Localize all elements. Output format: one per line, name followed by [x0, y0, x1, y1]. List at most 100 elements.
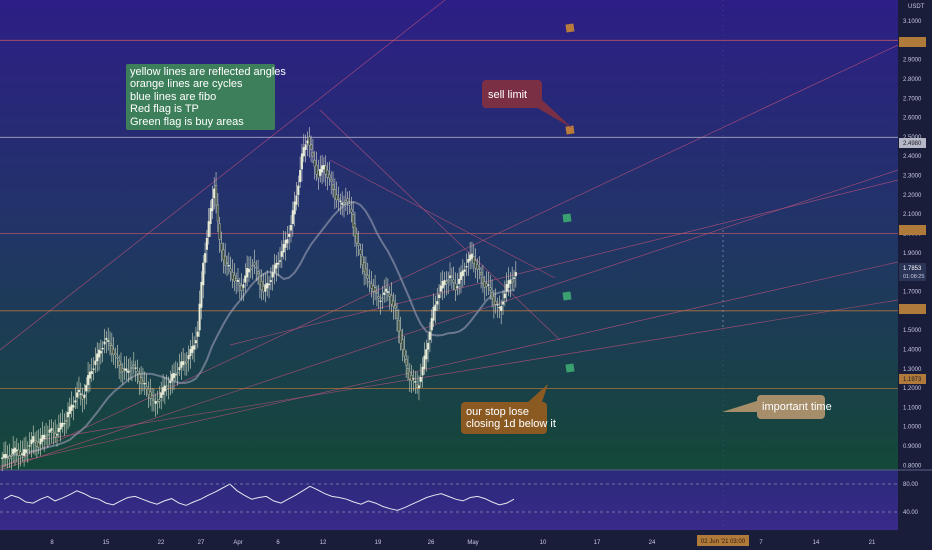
- candle-body: [419, 377, 422, 382]
- candle-body: [366, 275, 369, 279]
- candle-body: [399, 329, 402, 344]
- candle-body: [434, 304, 437, 311]
- candle-body: [361, 255, 364, 265]
- x-tick-label: 10: [540, 540, 547, 546]
- candle-body: [372, 285, 375, 292]
- candle-body: [507, 280, 510, 288]
- flags: [562, 23, 575, 373]
- candle-body: [363, 262, 366, 272]
- candle-body: [331, 184, 335, 190]
- candle-body: [134, 367, 137, 369]
- candle-body: [189, 349, 192, 357]
- candle-body: [492, 296, 495, 306]
- candle-body: [94, 360, 97, 366]
- annotation-stop-loss: our stop lose closing 1d below it: [461, 402, 556, 434]
- candle-body: [392, 300, 395, 307]
- y-tick-label: 2.2000: [903, 193, 922, 199]
- candle-body: [337, 197, 340, 200]
- candle-body: [410, 375, 413, 381]
- candle-body: [246, 268, 249, 278]
- candle-body: [342, 202, 346, 205]
- candle-body: [99, 350, 102, 354]
- candle-body: [344, 200, 347, 203]
- candle-body: [240, 285, 243, 291]
- price-badge: [899, 138, 926, 148]
- candle-body: [480, 272, 483, 276]
- candle-body: [417, 385, 420, 389]
- candle-body: [377, 296, 380, 299]
- candle-body: [273, 264, 276, 273]
- candle-body: [66, 412, 70, 418]
- candle-body: [258, 275, 261, 285]
- candle-body: [222, 249, 225, 260]
- trend-line: [0, 169, 899, 471]
- candle-body: [311, 152, 314, 157]
- candle-body: [205, 237, 208, 250]
- candle-body: [505, 284, 508, 292]
- candle-body: [293, 201, 296, 215]
- candle-body: [198, 303, 201, 331]
- y-tick-label: 2.8000: [903, 77, 922, 83]
- candle-body: [249, 268, 252, 271]
- candle-body: [489, 287, 492, 291]
- candle-body: [107, 340, 110, 342]
- price-badge-label: 1.7853: [903, 266, 922, 272]
- candle-body: [85, 384, 88, 392]
- candle-body: [191, 346, 194, 353]
- y-tick-label: 2.9000: [903, 58, 922, 64]
- flag-marker: [562, 213, 572, 223]
- candle-body: [408, 371, 411, 380]
- candle-body: [500, 306, 503, 311]
- candle-body: [494, 300, 497, 305]
- x-highlight-badge: [697, 535, 749, 546]
- price-badge: [899, 374, 926, 384]
- rsi-background: [0, 470, 898, 530]
- candle-body: [30, 439, 33, 445]
- y-tick-label: 1.0000: [903, 425, 922, 431]
- candle-body: [321, 165, 324, 173]
- candle-body: [364, 268, 367, 275]
- candle-body: [63, 423, 66, 425]
- candle-body: [34, 440, 37, 443]
- candle-body: [280, 251, 283, 257]
- trend-line: [329, 159, 556, 279]
- candle-body: [481, 277, 484, 284]
- candle-body: [83, 394, 86, 398]
- candle-body: [8, 456, 11, 460]
- candle-body: [445, 281, 448, 284]
- candle-body: [213, 188, 216, 199]
- candle-body: [156, 401, 159, 403]
- candle-body: [105, 337, 108, 340]
- trend-line: [39, 299, 899, 441]
- candle-body: [353, 223, 357, 237]
- y-tick-label: 2.6000: [903, 116, 922, 122]
- candle-body: [416, 384, 419, 388]
- candle-body: [333, 189, 336, 199]
- x-tick-label: 19: [375, 540, 382, 546]
- candle-body: [459, 272, 463, 281]
- candle-body: [467, 259, 470, 263]
- candle-body: [220, 243, 223, 252]
- candle-body: [54, 433, 57, 438]
- candle-body: [57, 428, 60, 433]
- candle-body: [474, 260, 477, 269]
- candle-body: [297, 185, 300, 196]
- candle-body: [306, 140, 309, 144]
- y-tick-label: 1.1000: [903, 405, 922, 411]
- candle-body: [448, 275, 452, 279]
- candle-body: [68, 406, 71, 414]
- x-tick-label: 22: [158, 540, 165, 546]
- y-tick-label: 2.7000: [903, 96, 922, 102]
- candle-body: [200, 281, 203, 308]
- candle-body: [163, 385, 166, 392]
- candle-body: [92, 368, 95, 370]
- candle-body: [443, 279, 446, 286]
- candle-body: [330, 179, 333, 182]
- candle-body: [149, 391, 152, 399]
- y-tick-label: 2.4000: [903, 154, 922, 160]
- candle-body: [271, 272, 274, 278]
- price-badge-sublabel: 01:08:25: [903, 274, 924, 280]
- candle-body: [266, 283, 269, 289]
- x-tick-label: 24: [649, 540, 656, 546]
